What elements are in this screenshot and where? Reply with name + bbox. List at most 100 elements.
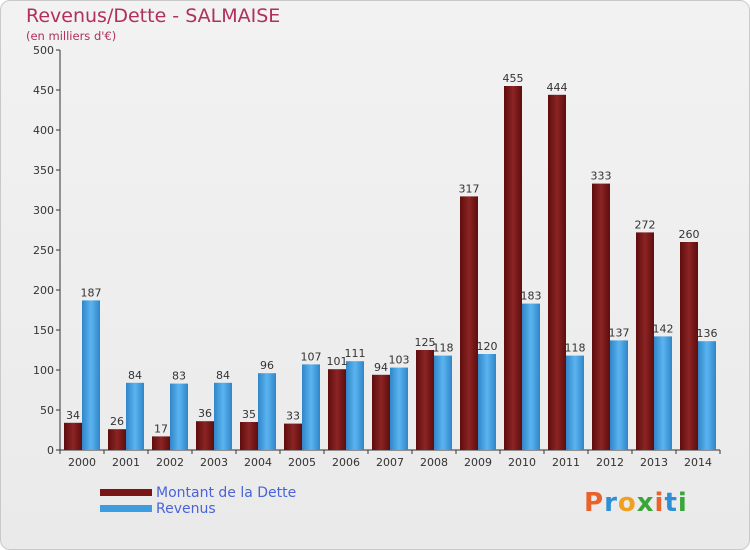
bar-revenus [390,367,408,450]
value-label-dette: 94 [374,361,388,374]
value-label-dette: 34 [66,409,80,422]
y-tick-label: 350 [33,164,54,177]
proxiti-logo: Proxiti [584,488,688,518]
legend-swatch-revenus [100,505,152,512]
value-label-revenus: 96 [260,359,274,372]
y-tick-label: 0 [47,444,54,457]
x-tick-label: 2013 [640,456,668,469]
bar-revenus [258,373,276,450]
value-label-dette: 333 [591,170,612,183]
axes: 0 50 100 150 200 250 300 350 400 450 500 2000 2001 20… [33,44,721,469]
bar-revenus [434,355,452,450]
value-label-revenus: 111 [345,347,366,360]
bar-revenus [302,364,320,450]
legend-label-dette: Montant de la Dette [156,485,297,501]
value-label-dette: 101 [327,355,348,368]
value-label-revenus: 84 [128,369,142,382]
bar-dette [108,429,126,450]
y-tick-label: 250 [33,244,54,257]
y-tick-label: 300 [33,204,54,217]
y-tick-label: 400 [33,124,54,137]
logo-letter: x [636,488,655,518]
x-tick-label: 2014 [684,456,712,469]
x-tick-label: 2007 [376,456,404,469]
bar-dette [64,422,82,450]
bar-dette [592,183,610,450]
bar-dette [636,232,654,450]
x-tick-label: 2005 [288,456,316,469]
x-tick-label: 2000 [68,456,96,469]
value-label-dette: 272 [635,218,656,231]
bar-revenus [214,382,232,450]
bar-revenus [346,361,364,450]
logo-letter: i [654,488,665,518]
value-label-revenus: 83 [172,370,186,383]
legend-swatch-dette [100,489,152,496]
bar-revenus [566,355,584,450]
bar-revenus [478,354,496,450]
value-label-dette: 26 [110,415,124,428]
y-tick-label: 500 [33,44,54,57]
value-label-revenus: 118 [565,342,586,355]
logo-letter: P [584,488,605,518]
logo-letter: r [604,488,618,518]
value-label-revenus: 136 [697,327,718,340]
chart-title: Revenus/Dette - SALMAISE [26,5,281,27]
value-label-dette: 17 [154,422,168,435]
value-label-revenus: 187 [81,286,102,299]
x-tick-label: 2010 [508,456,536,469]
bar-dette [504,86,522,450]
x-tick-label: 2004 [244,456,272,469]
y-tick-label: 200 [33,284,54,297]
bar-dette [240,422,258,450]
bar-dette [548,94,566,451]
logo-letter: i [677,488,688,518]
value-label-revenus: 103 [389,354,410,367]
x-tick-label: 2012 [596,456,624,469]
x-tick-label: 2003 [200,456,228,469]
bar-revenus [82,300,100,450]
bar-revenus [126,382,144,450]
bar-revenus [522,303,540,450]
bar-revenus [610,340,628,450]
value-label-dette: 33 [286,410,300,423]
value-label-revenus: 84 [216,369,230,382]
bar-dette [284,423,302,450]
x-tick-label: 2002 [156,456,184,469]
x-tick-label: 2006 [332,456,360,469]
x-tick-label: 2008 [420,456,448,469]
bar-revenus [698,341,716,450]
value-label-revenus: 118 [433,342,454,355]
bar-dette [416,350,434,450]
logo-letter: t [664,488,678,518]
value-label-dette: 444 [547,81,568,94]
value-label-revenus: 107 [301,350,322,363]
value-label-dette: 317 [459,182,480,195]
chart-subtitle: (en milliers d'€) [26,29,117,43]
value-label-revenus: 120 [477,340,498,353]
y-tick-label: 100 [33,364,54,377]
value-label-dette: 260 [679,228,700,241]
bar-dette [152,436,170,450]
logo-letter: o [617,488,637,518]
value-label-dette: 455 [503,72,524,85]
bar-revenus [654,336,672,450]
value-label-dette: 36 [198,407,212,420]
bar-dette [372,374,390,450]
bar-dette [328,369,346,450]
value-label-revenus: 183 [521,290,542,303]
y-tick-label: 450 [33,84,54,97]
bar-dette [460,196,478,450]
legend-label-revenus: Revenus [156,501,216,517]
bars [64,86,716,451]
bar-dette [196,421,214,450]
y-tick-label: 150 [33,324,54,337]
value-label-dette: 35 [242,408,256,421]
x-tick-label: 2011 [552,456,580,469]
bar-revenus [170,383,188,450]
value-label-revenus: 142 [653,322,674,335]
y-tick-label: 50 [40,404,54,417]
